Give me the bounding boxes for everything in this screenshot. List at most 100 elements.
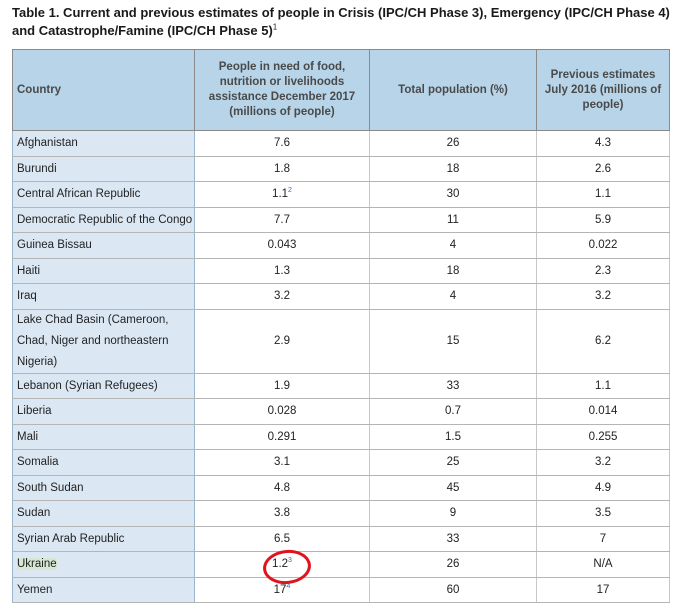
country-name: South Sudan (17, 481, 84, 494)
country-cell: Central African Republic (12, 181, 195, 208)
total-population-cell: 9 (369, 500, 537, 527)
table-row: Liberia 0.028 0.7 0.014 (12, 398, 670, 425)
header-previous-estimates: Previous estimates July 2016 (millions o… (536, 49, 670, 131)
table-row: Ukraine 1.23 26 N/A (12, 547, 670, 587)
previous-estimate-cell: 4.9 (536, 475, 670, 501)
header-country: Country (12, 49, 195, 131)
previous-estimate-cell: 6.2 (536, 309, 670, 374)
country-name: Haiti (17, 264, 41, 277)
people-in-need-value: 2.9 (274, 334, 290, 347)
table-row: South Sudan 4.8 45 4.9 (12, 475, 670, 501)
country-cell: Somalia (12, 449, 195, 476)
country-cell: Burundi (12, 156, 195, 182)
people-in-need-value: 1.8 (274, 162, 290, 175)
country-name: Sudan (17, 507, 51, 520)
table-row: Lake Chad Basin (Cameroon, Chad, Niger a… (12, 309, 670, 374)
footnote-marker[interactable]: 3 (288, 557, 292, 565)
people-in-need-value: 17 (273, 583, 287, 596)
previous-estimate-cell: 0.022 (536, 232, 670, 259)
table-row: Lebanon (Syrian Refugees) 1.9 33 1.1 (12, 373, 670, 399)
country-cell: Iraq (12, 283, 195, 310)
previous-estimate-cell: 4.3 (536, 130, 670, 157)
people-in-need-value-wrap: 1.12 (272, 187, 292, 201)
people-in-need-cell: 6.5 (194, 526, 370, 552)
total-population-cell: 60 (369, 577, 537, 603)
people-in-need-value: 0.028 (267, 405, 297, 418)
people-in-need-value: 3.8 (274, 507, 290, 520)
header-total-population: Total population (%) (369, 49, 537, 131)
table-row: Syrian Arab Republic 6.5 33 7 (12, 526, 670, 552)
country-cell: Mali (12, 424, 195, 450)
footnote-marker[interactable]: 2 (288, 187, 292, 195)
people-in-need-value-wrap: 1.3 (274, 265, 290, 277)
total-population-cell: 1.5 (369, 424, 537, 450)
country-name: Syrian Arab Republic (17, 532, 125, 545)
people-in-need-cell: 3.1 (194, 449, 370, 476)
people-in-need-value-wrap: 174 (273, 582, 291, 596)
people-in-need-value-wrap: 7.7 (274, 214, 290, 226)
people-in-need-value: 1.3 (274, 264, 290, 277)
table-row: Mali 0.291 1.5 0.255 (12, 424, 670, 450)
caption-footnote: 1 (272, 22, 278, 32)
people-in-need-cell: 1.12 (194, 181, 370, 208)
people-in-need-value: 1.2 (272, 558, 289, 571)
country-cell: Guinea Bissau (12, 232, 195, 259)
country-cell: Afghanistan (12, 130, 195, 157)
table-row: Haiti 1.3 18 2.3 (12, 258, 670, 284)
country-name: Burundi (17, 162, 57, 175)
people-in-need-cell: 1.3 (194, 258, 370, 284)
table-row: Burundi 1.8 18 2.6 (12, 156, 670, 182)
people-in-need-value: 7.7 (274, 213, 290, 226)
people-in-need-value-wrap: 1.23 (261, 547, 313, 587)
country-cell: Democratic Republic of the Congo (12, 207, 195, 233)
total-population-cell: 26 (369, 551, 537, 578)
country-name: Afghanistan (17, 137, 78, 150)
estimates-table: Country People in need of food, nutritio… (12, 49, 670, 603)
country-name: Mali (17, 430, 39, 443)
people-in-need-value: 4.8 (274, 481, 290, 494)
people-in-need-value: 0.291 (267, 430, 297, 443)
table-row: Central African Republic 1.12 30 1.1 (12, 181, 670, 208)
previous-estimate-cell: 1.1 (536, 373, 670, 399)
previous-estimate-cell: 2.3 (536, 258, 670, 284)
people-in-need-value-wrap: 0.028 (268, 405, 297, 417)
people-in-need-cell: 1.8 (194, 156, 370, 182)
people-in-need-value-wrap: 2.9 (274, 331, 290, 352)
people-in-need-cell: 4.8 (194, 475, 370, 501)
previous-estimate-cell: 17 (536, 577, 670, 603)
people-in-need-value-wrap: 4.8 (274, 482, 290, 494)
footnote-marker[interactable]: 4 (286, 582, 291, 590)
total-population-cell: 4 (369, 232, 537, 259)
country-cell: Syrian Arab Republic (12, 526, 195, 552)
people-in-need-value-wrap: 1.8 (274, 163, 290, 175)
table-row: Somalia 3.1 25 3.2 (12, 449, 670, 476)
people-in-need-value-wrap: 1.9 (274, 380, 290, 392)
country-cell: South Sudan (12, 475, 195, 501)
people-in-need-cell: 0.043 (194, 232, 370, 259)
people-in-need-value: 1.9 (274, 379, 290, 392)
country-name: Ukraine (17, 558, 57, 571)
country-name: Somalia (17, 456, 59, 469)
people-in-need-value-wrap: 3.2 (274, 290, 290, 302)
people-in-need-value-wrap: 0.291 (268, 431, 297, 443)
total-population-cell: 30 (369, 181, 537, 208)
people-in-need-value: 1.1 (272, 188, 289, 201)
people-in-need-cell: 7.7 (194, 207, 370, 233)
country-name: Lebanon (Syrian Refugees) (17, 379, 158, 392)
country-cell: Lake Chad Basin (Cameroon, Chad, Niger a… (12, 309, 195, 374)
total-population-cell: 0.7 (369, 398, 537, 425)
total-population-cell: 11 (369, 207, 537, 233)
people-in-need-value-wrap: 0.043 (268, 239, 297, 251)
total-population-cell: 33 (369, 526, 537, 552)
total-population-cell: 18 (369, 156, 537, 182)
country-cell: Liberia (12, 398, 195, 425)
people-in-need-cell: 1.9 (194, 373, 370, 399)
table-row: Afghanistan 7.6 26 4.3 (12, 130, 670, 157)
total-population-cell: 4 (369, 283, 537, 310)
table-row: Yemen 174 60 17 (12, 577, 670, 603)
table-row: Democratic Republic of the Congo 7.7 11 5.9 (12, 207, 670, 233)
people-in-need-value-wrap: 6.5 (274, 533, 290, 545)
total-population-cell: 26 (369, 130, 537, 157)
country-name: Democratic Republic of the Congo (17, 213, 193, 226)
total-population-cell: 18 (369, 258, 537, 284)
